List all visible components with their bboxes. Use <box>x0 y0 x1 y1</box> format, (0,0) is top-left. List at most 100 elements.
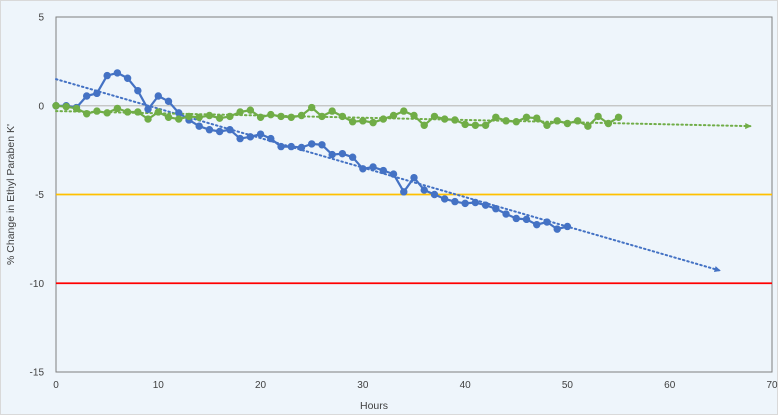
data-point-series-2 <box>134 108 142 116</box>
data-point-series-1 <box>481 201 490 209</box>
data-point-series-1 <box>134 86 142 95</box>
data-point-series-2 <box>604 119 613 128</box>
data-point-series-1 <box>328 150 336 159</box>
data-point-series-2 <box>144 115 152 123</box>
data-point-series-2 <box>103 109 111 117</box>
data-point-series-2 <box>308 103 316 112</box>
x-tick-label: 70 <box>766 380 778 391</box>
data-point-series-1 <box>512 214 520 223</box>
data-point-series-2 <box>502 117 510 125</box>
data-point-series-2 <box>164 113 173 121</box>
data-point-series-1 <box>430 190 439 199</box>
data-point-series-1 <box>522 215 531 224</box>
data-point-series-1 <box>563 222 572 231</box>
data-point-series-2 <box>573 117 582 125</box>
data-point-series-2 <box>563 119 572 128</box>
data-point-series-2 <box>113 104 122 113</box>
data-point-series-1 <box>400 188 408 196</box>
data-point-series-2 <box>93 107 101 115</box>
data-point-series-1 <box>123 74 132 82</box>
data-point-series-2 <box>512 118 520 126</box>
data-point-series-1 <box>267 134 275 143</box>
data-point-series-1 <box>205 126 214 134</box>
data-point-series-2 <box>348 118 357 126</box>
data-point-series-2 <box>389 111 398 120</box>
data-point-series-1 <box>308 140 316 148</box>
data-point-series-2 <box>175 115 183 123</box>
y-tick-label: 0 <box>38 101 44 112</box>
data-point-series-2 <box>256 113 265 121</box>
data-point-series-1 <box>154 92 162 100</box>
data-point-series-2 <box>277 112 285 121</box>
data-point-series-2 <box>236 108 244 116</box>
y-axis-title: % Change in Ethyl Paraben K' <box>5 124 17 265</box>
data-point-series-2 <box>52 102 60 110</box>
data-point-series-1 <box>82 92 91 100</box>
data-point-series-2 <box>543 121 551 129</box>
trendline-series-1 <box>55 78 722 272</box>
y-tick-label: -15 <box>30 368 45 379</box>
data-point-series-2 <box>195 113 203 121</box>
data-point-series-2 <box>359 117 367 125</box>
data-point-series-1 <box>164 97 173 106</box>
data-point-series-2 <box>492 113 500 121</box>
data-point-series-2 <box>246 106 255 114</box>
y-tick-label: 5 <box>38 13 44 24</box>
data-point-series-2 <box>328 107 336 115</box>
data-point-series-2 <box>400 107 408 115</box>
x-tick-label: 30 <box>357 380 369 391</box>
data-point-series-1 <box>533 220 541 229</box>
data-point-series-2 <box>154 108 162 116</box>
data-point-series-2 <box>379 115 388 123</box>
data-point-series-2 <box>338 112 347 121</box>
data-point-series-1 <box>553 225 561 233</box>
data-point-series-1 <box>297 143 306 152</box>
data-point-series-2 <box>614 113 623 121</box>
data-point-series-1 <box>492 205 500 213</box>
data-point-series-1 <box>461 199 469 208</box>
data-point-series-1 <box>246 133 255 141</box>
data-point-series-1 <box>359 165 367 173</box>
data-point-series-1 <box>287 142 295 151</box>
trendline-arrow-series-1 <box>713 266 721 273</box>
data-point-series-1 <box>420 186 428 194</box>
data-point-series-2 <box>461 120 469 129</box>
data-point-series-1 <box>175 109 183 117</box>
data-point-series-1 <box>236 134 244 143</box>
data-point-series-1 <box>471 198 480 207</box>
data-point-series-1 <box>215 127 224 136</box>
data-point-series-2 <box>594 112 602 121</box>
x-tick-label: 50 <box>562 380 574 391</box>
data-point-series-2 <box>369 118 377 127</box>
data-point-series-2 <box>267 110 275 119</box>
data-point-series-1 <box>369 163 377 171</box>
data-point-series-1 <box>195 122 203 130</box>
data-point-series-2 <box>451 116 459 124</box>
data-point-series-2 <box>584 122 592 130</box>
data-point-series-1 <box>543 218 551 226</box>
data-point-series-2 <box>287 113 295 121</box>
x-tick-label: 10 <box>153 380 165 391</box>
data-point-series-2 <box>522 113 531 121</box>
data-point-series-2 <box>226 112 234 121</box>
data-point-series-2 <box>82 110 91 118</box>
data-point-series-2 <box>410 111 418 120</box>
x-tick-label: 0 <box>53 380 59 391</box>
x-tick-label: 20 <box>255 380 267 391</box>
trendline-arrow-series-2 <box>745 122 752 130</box>
data-point-series-2 <box>318 112 326 121</box>
data-point-series-1 <box>348 153 357 161</box>
x-tick-label: 60 <box>664 380 676 391</box>
data-point-series-1 <box>256 130 265 138</box>
data-point-series-1 <box>103 71 111 80</box>
data-point-series-1 <box>379 166 388 175</box>
data-point-series-2 <box>205 111 214 120</box>
data-point-series-2 <box>123 108 132 116</box>
data-point-series-1 <box>451 197 459 206</box>
data-point-series-1 <box>93 89 101 98</box>
data-point-series-2 <box>533 114 541 122</box>
data-point-series-1 <box>338 149 347 158</box>
data-point-series-1 <box>318 141 326 149</box>
